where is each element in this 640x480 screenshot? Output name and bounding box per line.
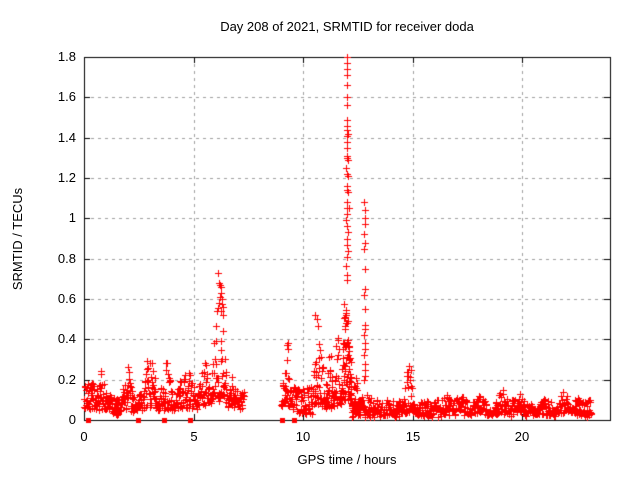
x-tick-label: 10 xyxy=(295,429,311,444)
x-tick-label: 5 xyxy=(190,429,198,444)
x-axis-label: GPS time / hours xyxy=(297,452,397,467)
y-tick-label: 1.8 xyxy=(57,49,76,64)
y-tick-label: 0.8 xyxy=(57,251,76,266)
chart-title: Day 208 of 2021, SRMTID for receiver dod… xyxy=(220,19,474,34)
y-tick-label: 1 xyxy=(68,210,76,225)
x-tick-label: 20 xyxy=(514,429,530,444)
y-tick-label: 1.4 xyxy=(57,130,76,145)
y-tick-label: 0.4 xyxy=(57,331,76,346)
x-tick-label: 15 xyxy=(405,429,421,444)
y-tick-label: 1.6 xyxy=(57,89,76,104)
y-tick-label: 0 xyxy=(68,412,76,427)
x-tick-label: 0 xyxy=(80,429,88,444)
y-tick-label: 0.6 xyxy=(57,291,76,306)
y-tick-label: 1.2 xyxy=(57,170,76,185)
y-tick-label: 0.2 xyxy=(57,372,76,387)
